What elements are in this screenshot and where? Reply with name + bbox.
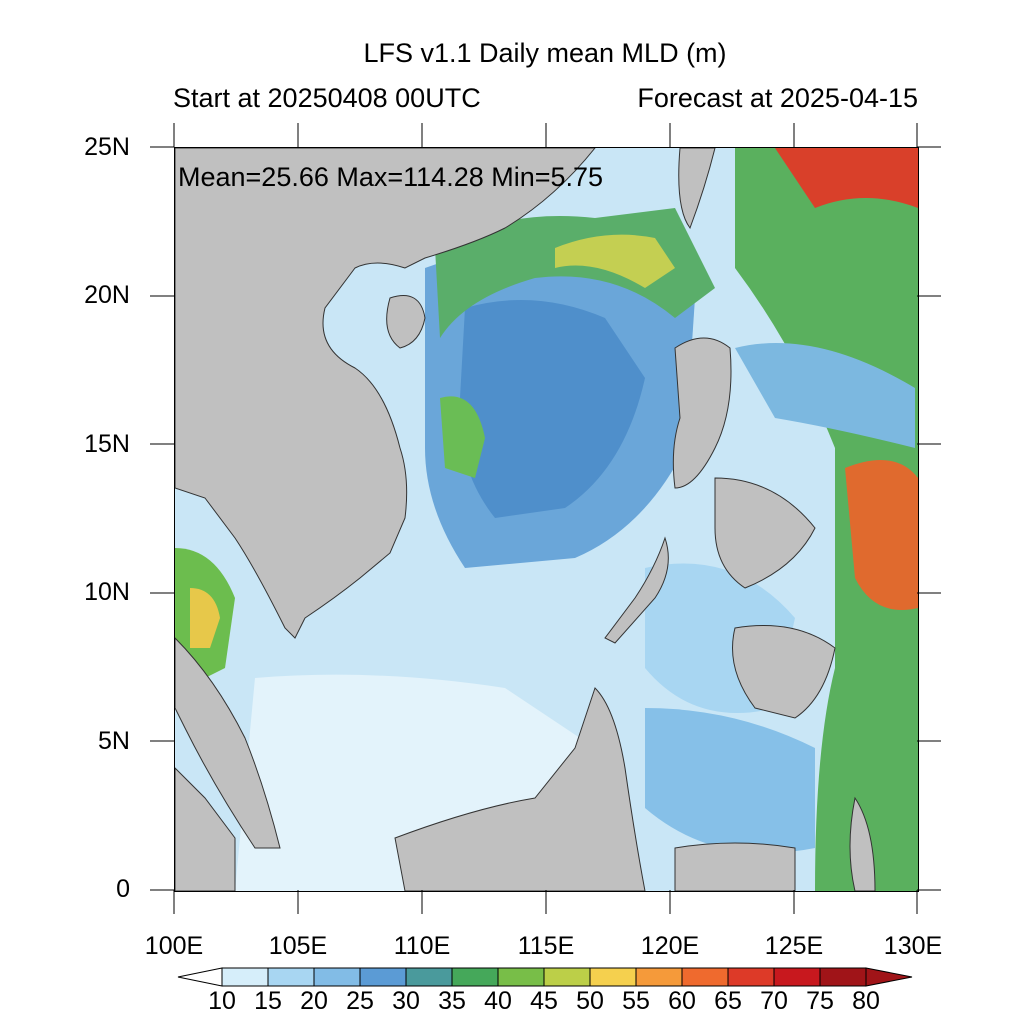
land-hainan bbox=[386, 295, 426, 349]
colorbar-swatch bbox=[543, 967, 591, 987]
lat-tick-25n: 25N bbox=[84, 133, 130, 161]
lon-tick-125e: 125E bbox=[764, 932, 824, 960]
colorbar-low-arrow bbox=[177, 967, 223, 987]
colorbar-swatch bbox=[773, 967, 821, 987]
colorbar-swatch bbox=[681, 967, 729, 987]
forecast-time-label: Forecast at 2025-04-15 bbox=[637, 83, 918, 113]
colorbar-label: 70 bbox=[760, 987, 788, 1015]
gulf-thailand-mld-55 bbox=[190, 588, 220, 648]
lat-tick-20n: 20N bbox=[84, 281, 130, 309]
colorbar-swatch bbox=[359, 967, 407, 987]
lon-tick-105e: 105E bbox=[268, 932, 328, 960]
colorbar-swatch bbox=[267, 967, 315, 987]
land-luzon bbox=[672, 337, 732, 489]
lon-tick-100e: 100E bbox=[144, 932, 204, 960]
lon-tick-115e: 115E bbox=[517, 932, 575, 960]
lon-tick-130e: 130E bbox=[883, 932, 943, 960]
colorbar-label: 55 bbox=[622, 987, 650, 1015]
colorbar-swatch bbox=[589, 967, 637, 987]
colorbar-label: 50 bbox=[576, 987, 604, 1015]
colorbar-swatch bbox=[635, 967, 683, 987]
colorbar-label: 20 bbox=[300, 987, 328, 1015]
map-title: LFS v1.1 Daily mean MLD (m) bbox=[363, 38, 727, 68]
gulf-tonkin-mld-35 bbox=[440, 396, 485, 478]
mld-field bbox=[175, 148, 918, 891]
land-sumatra bbox=[175, 767, 236, 891]
north-shelf-mld-50 bbox=[555, 234, 675, 288]
colorbar-high-arrow bbox=[865, 967, 913, 987]
colorbar bbox=[177, 967, 913, 987]
colorbar-label: 65 bbox=[714, 987, 742, 1015]
colorbar-swatch bbox=[313, 967, 361, 987]
land-halmahera bbox=[849, 796, 876, 891]
philippine-sea-mld-40-60 bbox=[735, 148, 918, 891]
colorbar-label: 25 bbox=[346, 987, 374, 1015]
stats-label: Mean=25.66 Max=114.28 Min=5.75 bbox=[178, 162, 604, 192]
lat-tick-15n: 15N bbox=[84, 430, 130, 458]
map-panel: Mean=25.66 Max=114.28 Min=5.75 bbox=[174, 147, 919, 892]
colorbar-label: 75 bbox=[806, 987, 834, 1015]
land-visayas bbox=[714, 477, 816, 589]
colorbar-swatch bbox=[451, 967, 499, 987]
lon-tick-110e: 110E bbox=[393, 932, 451, 960]
colorbar-label: 60 bbox=[668, 987, 696, 1015]
lon-tick-120e: 120E bbox=[640, 932, 700, 960]
colorbar-label: 35 bbox=[438, 987, 466, 1015]
land-indochina bbox=[175, 148, 596, 639]
land-taiwan bbox=[678, 148, 716, 230]
basin-mld-30 bbox=[459, 300, 645, 518]
lat-tick-0: 0 bbox=[116, 875, 130, 903]
colorbar-swatch bbox=[727, 967, 775, 987]
colorbar-swatch bbox=[221, 967, 269, 987]
colorbar-label: 10 bbox=[208, 987, 236, 1015]
land-malay-peninsula bbox=[175, 637, 281, 849]
lat-tick-10n: 10N bbox=[84, 578, 130, 606]
colorbar-swatch bbox=[819, 967, 867, 987]
colorbar-label: 15 bbox=[254, 987, 282, 1015]
land-palawan bbox=[604, 536, 669, 644]
philippine-sea-mld-25 bbox=[735, 343, 915, 448]
colorbar-label: 45 bbox=[530, 987, 558, 1015]
kuroshio-mld-70-80 bbox=[775, 148, 918, 208]
land-sulawesi bbox=[674, 842, 796, 891]
lat-tick-5n: 5N bbox=[98, 727, 130, 755]
colorbar-label: 80 bbox=[852, 987, 880, 1015]
colorbar-swatch bbox=[405, 967, 453, 987]
celebes-sea-mld-20-25 bbox=[645, 708, 815, 853]
philippine-sea-mld-65-80 bbox=[845, 460, 918, 610]
land-mindanao bbox=[732, 625, 836, 719]
colorbar-swatch bbox=[497, 967, 545, 987]
colorbar-label: 40 bbox=[484, 987, 512, 1015]
start-time-label: Start at 20250408 00UTC bbox=[173, 83, 481, 113]
colorbar-label: 30 bbox=[392, 987, 420, 1015]
land-borneo bbox=[394, 687, 646, 891]
